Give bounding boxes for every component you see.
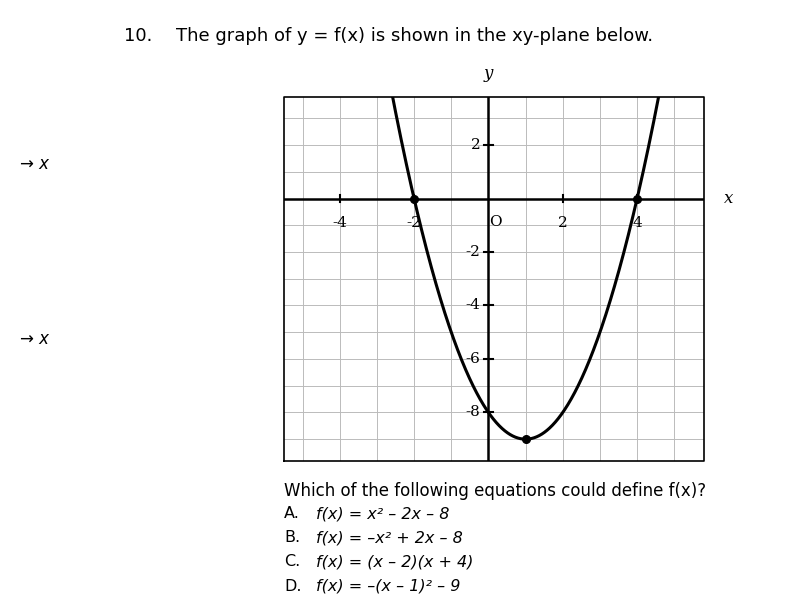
Text: -4: -4 xyxy=(466,299,480,313)
Text: D.: D. xyxy=(284,579,302,594)
Text: C.: C. xyxy=(284,554,300,570)
Text: 2: 2 xyxy=(558,216,568,230)
Text: -4: -4 xyxy=(332,216,347,230)
Text: 2: 2 xyxy=(470,138,480,152)
Text: y: y xyxy=(484,65,493,82)
Text: -2: -2 xyxy=(466,245,480,259)
Text: A.: A. xyxy=(284,506,300,521)
Text: Which of the following equations could define f(x)?: Which of the following equations could d… xyxy=(284,482,706,500)
Text: 10.: 10. xyxy=(124,27,152,45)
Text: The graph of y = f(x) is shown in the xy-plane below.: The graph of y = f(x) is shown in the xy… xyxy=(176,27,653,45)
Text: O: O xyxy=(489,215,502,228)
Text: f(x) = x² – 2x – 8: f(x) = x² – 2x – 8 xyxy=(316,506,450,521)
Text: B.: B. xyxy=(284,530,300,545)
Text: → x: → x xyxy=(20,155,49,173)
Text: x: x xyxy=(725,190,734,207)
Text: → x: → x xyxy=(20,330,49,348)
Text: f(x) = –(x – 1)² – 9: f(x) = –(x – 1)² – 9 xyxy=(316,579,460,594)
Text: 4: 4 xyxy=(632,216,642,230)
Text: -8: -8 xyxy=(466,405,480,419)
Text: f(x) = (x – 2)(x + 4): f(x) = (x – 2)(x + 4) xyxy=(316,554,474,570)
Text: f(x) = –x² + 2x – 8: f(x) = –x² + 2x – 8 xyxy=(316,530,462,545)
Text: -6: -6 xyxy=(466,352,480,366)
Text: -2: -2 xyxy=(406,216,422,230)
